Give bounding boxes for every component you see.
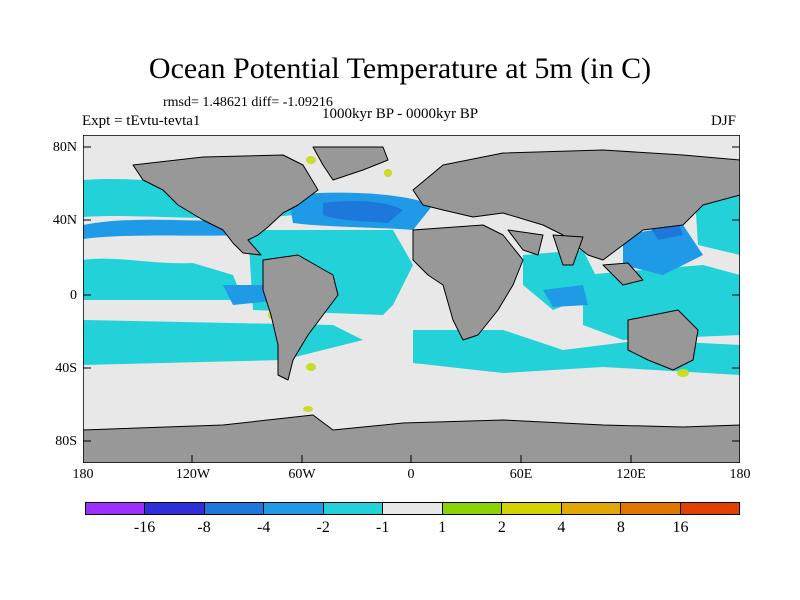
- colorbar-label: -2: [316, 519, 330, 536]
- colorbar-label: 4: [557, 519, 566, 536]
- experiment-label: Expt = tEvtu-tevta1: [82, 113, 201, 129]
- axis-ticks: [83, 146, 740, 463]
- colorbar-label: 16: [672, 519, 689, 536]
- season-label: DJF: [711, 113, 737, 129]
- southeast-asia: [602, 262, 644, 286]
- world-map: [83, 135, 740, 463]
- colorbar-label: -4: [256, 519, 271, 536]
- eurasia: [412, 149, 740, 261]
- rmsd-diff-stats: rmsd= 1.48621 diff= -1.09216: [163, 95, 333, 110]
- colorbar-box: [561, 503, 622, 514]
- colorbar-box: [264, 503, 324, 514]
- australia: [627, 309, 699, 371]
- colorbar-box: [621, 503, 681, 514]
- colorbar-box: [680, 503, 739, 514]
- colorbar-label: -16: [133, 519, 156, 536]
- colorbar-box: [204, 503, 265, 514]
- colorbar-box: [502, 503, 562, 514]
- lon-tick-180w: 180: [72, 467, 94, 482]
- south-america: [262, 254, 339, 381]
- lat-tick-80s: 80S: [55, 434, 77, 449]
- lat-tick-40n: 40N: [52, 213, 77, 228]
- colorbar-box: [383, 503, 443, 514]
- colorbar-box: [442, 503, 503, 514]
- colorbar-box: [323, 503, 384, 514]
- colorbar-box: [86, 503, 146, 514]
- land-masses: [83, 146, 740, 463]
- colorbar-label: 8: [616, 519, 625, 536]
- lon-tick-120w: 120W: [175, 467, 211, 482]
- colorbar-box: [145, 503, 205, 514]
- india: [552, 234, 584, 266]
- lon-tick-0: 0: [407, 467, 415, 482]
- colorbar-label: 1: [438, 519, 447, 536]
- colorbar-label: -1: [376, 519, 390, 536]
- colorbar-label: 2: [497, 519, 506, 536]
- lat-tick-80n: 80N: [52, 140, 77, 155]
- arabia: [507, 229, 544, 256]
- greenland: [312, 146, 389, 181]
- lon-tick-60w: 60W: [288, 467, 316, 482]
- north-america: [132, 154, 319, 256]
- colorbar-label: -8: [197, 519, 211, 536]
- lon-tick-120e: 120E: [616, 467, 646, 482]
- map-title: Ocean Potential Temperature at 5m (in C): [148, 52, 652, 85]
- lat-tick-0: 0: [70, 288, 77, 303]
- lat-tick-40s: 40S: [55, 361, 77, 376]
- period-label: 1000kyr BP - 0000kyr BP: [322, 106, 479, 122]
- lon-tick-60e: 60E: [509, 467, 533, 482]
- antarctica: [83, 414, 740, 463]
- africa: [412, 224, 524, 341]
- lon-tick-180e: 180: [729, 467, 751, 482]
- colorbar: [85, 502, 740, 515]
